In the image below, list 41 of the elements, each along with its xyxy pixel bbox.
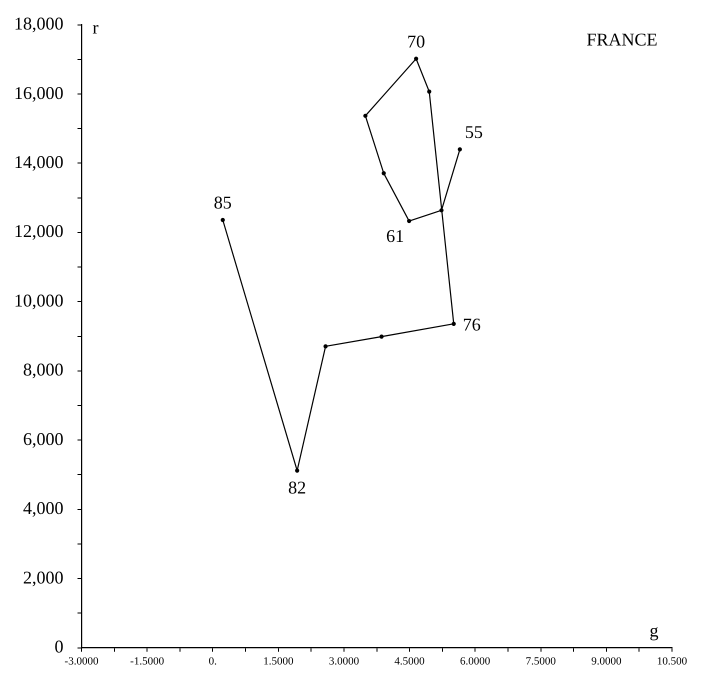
y-tick-label: 16,000 (14, 82, 64, 103)
x-tick-label: 0. (208, 655, 218, 668)
y-tick-label: 2,000 (23, 567, 64, 588)
y-tick-label: 18,000 (14, 14, 64, 34)
y-tick-label: 6,000 (23, 428, 64, 449)
x-tick-label: 1.5000 (263, 655, 294, 668)
x-tick-label: 7.5000 (526, 655, 556, 668)
y-tick-label: 12,000 (14, 221, 64, 242)
y-axis-title: r (92, 18, 98, 38)
point (452, 322, 456, 326)
x-tick-label: 3.0000 (328, 655, 360, 668)
x-tick-label: -3.0000 (64, 655, 99, 668)
point (323, 344, 328, 348)
point (220, 218, 225, 222)
annotation: 70 (407, 31, 426, 52)
point (295, 468, 300, 473)
annotation: 55 (464, 122, 483, 142)
y-tick-label: 0 (54, 636, 64, 657)
x-tick-label: 6.0000 (460, 655, 491, 668)
point (439, 208, 444, 212)
point (414, 56, 418, 61)
annotation: 85 (214, 192, 232, 213)
chart-title: FRANCE (586, 30, 658, 50)
y-tick-label: 8,000 (23, 360, 64, 380)
point (407, 218, 412, 224)
annotation: 82 (288, 477, 306, 498)
point (382, 171, 386, 176)
x-tick-label: 10.500 (656, 655, 688, 668)
x-tick-label: 4.5000 (394, 655, 426, 668)
point (363, 114, 368, 118)
y-tick-label: 10,000 (14, 290, 64, 310)
x-tick-label: -1.5000 (130, 655, 165, 668)
annotation: 61 (386, 226, 404, 246)
point (458, 147, 462, 152)
y-tick-label: 4,000 (23, 498, 64, 518)
y-tick-label: 14,000 (14, 152, 64, 172)
point (379, 334, 384, 339)
point (427, 90, 432, 94)
x-tick-label: 9.0000 (591, 655, 622, 668)
annotation: 76 (462, 314, 481, 335)
x-axis-title: g (650, 620, 658, 641)
